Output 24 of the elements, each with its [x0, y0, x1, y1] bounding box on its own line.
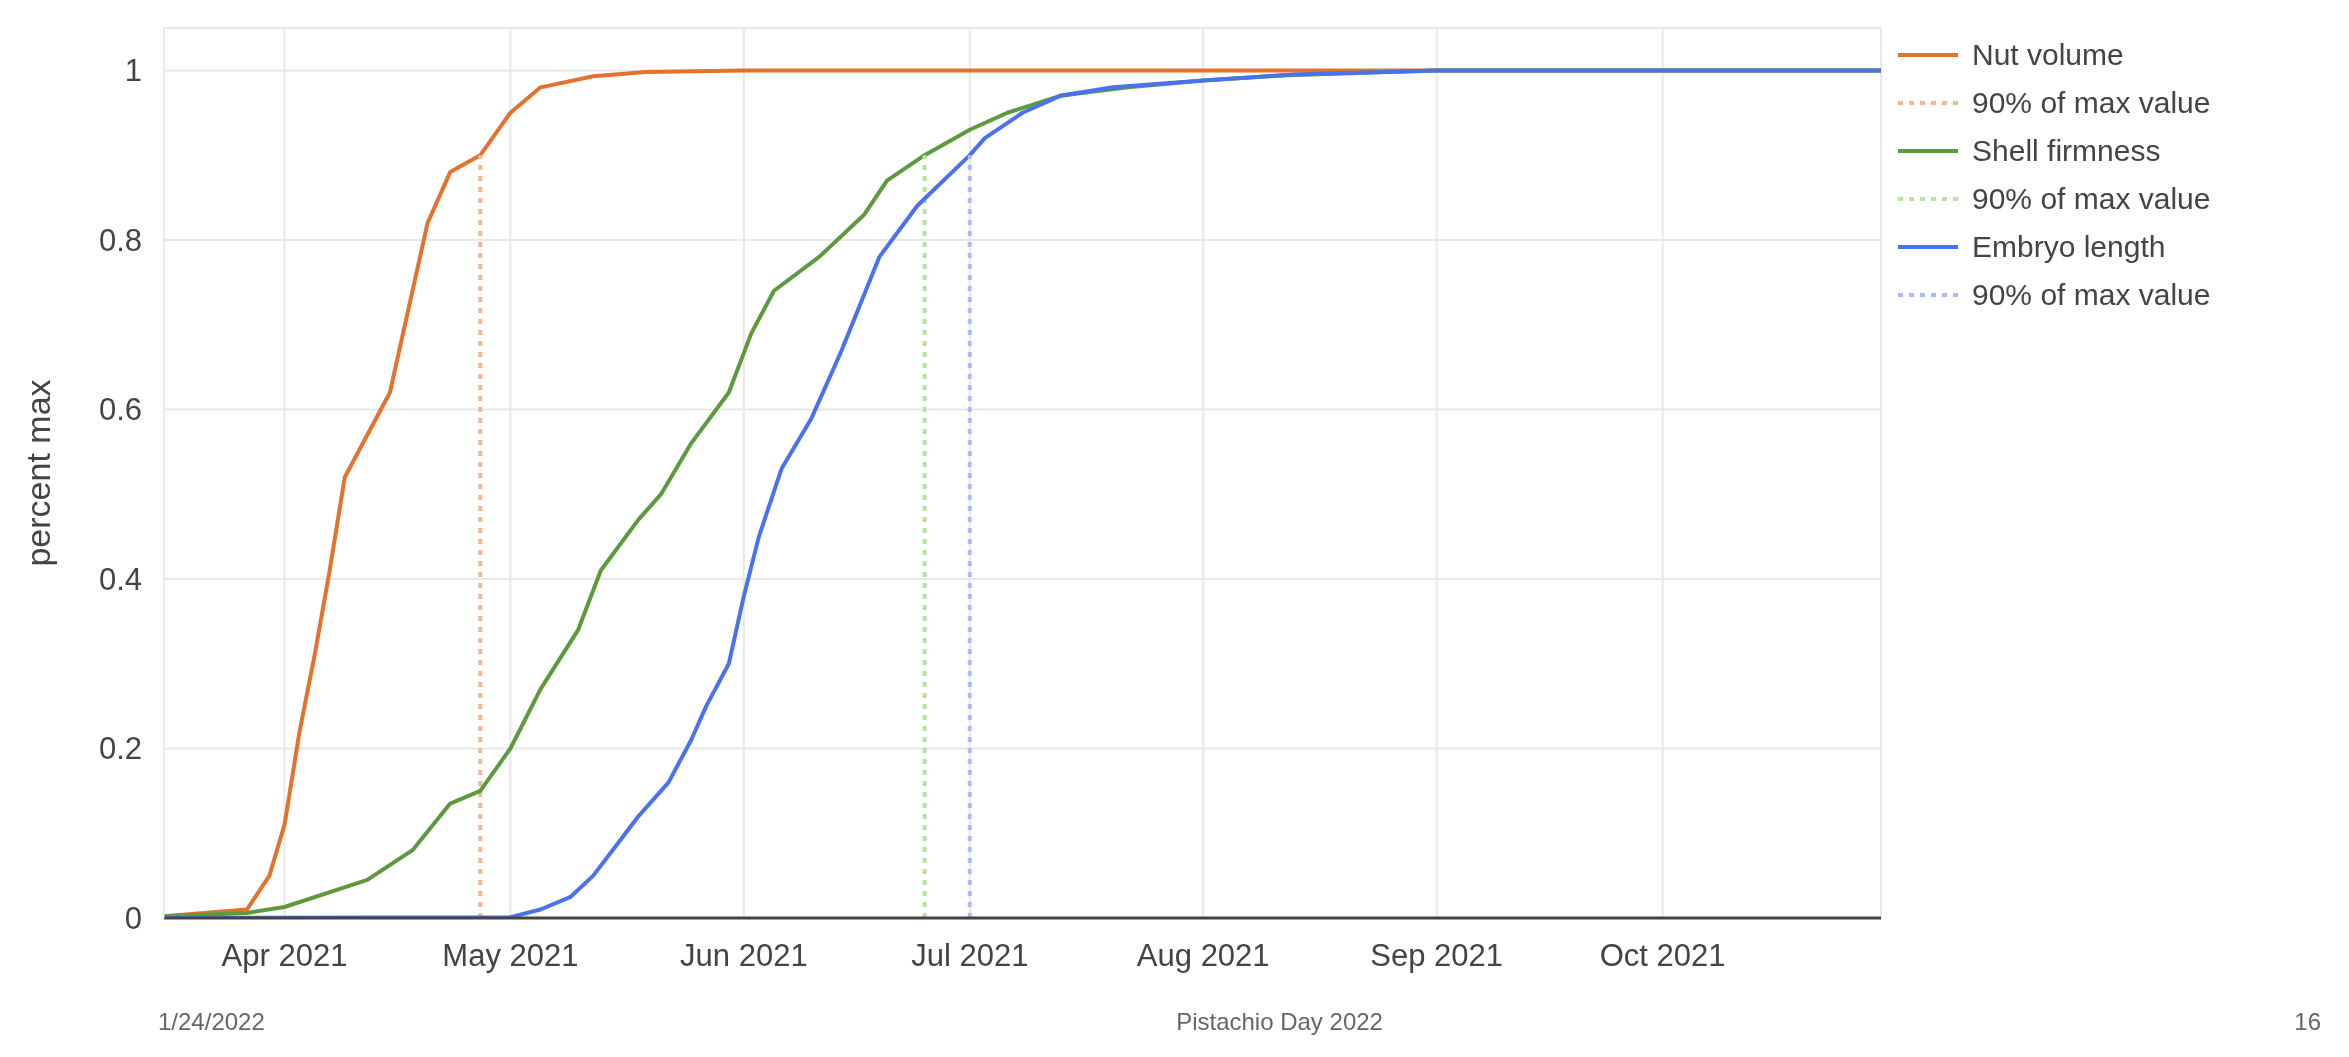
text: 1/24/2022 [158, 1008, 265, 1036]
text: 16 [2294, 1008, 2321, 1036]
y-tick-label: 0.6 [98, 392, 142, 428]
x-tick-label: Aug 2021 [1136, 938, 1270, 974]
legend-label: Embryo length [1972, 230, 2166, 264]
legend-label: Nut volume [1972, 38, 2124, 72]
text: Pistachio Day 2022 [1176, 1008, 1383, 1036]
y-tick-label: 0.8 [98, 222, 142, 258]
y-axis-title: percent max [19, 379, 58, 567]
y-tick-label: 0.2 [98, 731, 142, 767]
legend-label: 90% of max value [1972, 86, 2211, 120]
x-tick-label: Oct 2021 [1599, 938, 1726, 974]
y-tick-label: 0 [124, 901, 142, 937]
x-tick-label: Jul 2021 [911, 938, 1029, 974]
y-tick-label: 1 [124, 53, 142, 89]
x-tick-label: Jun 2021 [680, 938, 808, 974]
x-tick-label: Sep 2021 [1370, 938, 1504, 974]
legend-label: 90% of max value [1972, 278, 2211, 312]
line-series [164, 68, 1881, 918]
x-tick-label: Apr 2021 [221, 938, 348, 974]
legend-label: 90% of max value [1972, 182, 2211, 216]
legend-label: Shell firmness [1972, 134, 2161, 168]
y-tick-label: 0.4 [98, 561, 142, 597]
x-tick-label: May 2021 [442, 938, 579, 974]
